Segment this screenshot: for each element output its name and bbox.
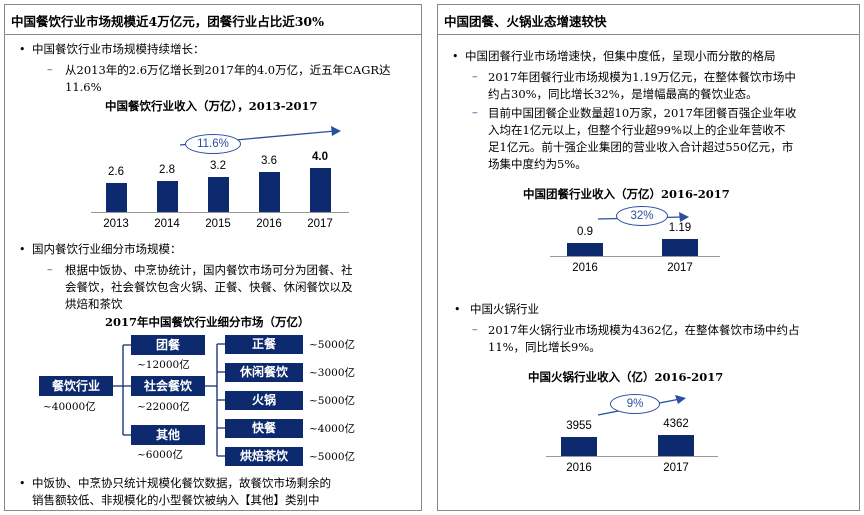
right-sub-1-line-1: 2017年团餐行业市场规模为1.19万亿元，在整体餐饮市场中: [488, 70, 796, 84]
tree-leaf-hongbei-size: ~5000亿: [309, 451, 356, 463]
bar-value-label: 2.8: [159, 164, 175, 177]
bar-value-label: 3955: [566, 419, 592, 432]
x-tick-label: 2016: [566, 462, 592, 474]
tree-leaf-huoguo: 火锅: [225, 391, 303, 410]
tree-root-size: ~40000亿: [43, 401, 96, 413]
tree-node-other-size: ~6000亿: [137, 449, 184, 461]
x-tick-label: 2014: [154, 218, 180, 230]
right-sub-2-line-3: 足1亿元。前十强企业集团的营业收入合计超过550亿元，市: [488, 140, 794, 154]
x-axis-line: [91, 212, 349, 213]
tree-leaf-zhengcan: 正餐: [225, 335, 303, 354]
right-sub-3-line-2: 11%，同比增长9%。: [488, 340, 601, 354]
bar-value-label: 4362: [663, 418, 689, 430]
left-panel-title: 中国餐饮行业市场规模近4万亿元，团餐行业占比近30%: [11, 14, 324, 29]
bullet-dot: •: [19, 477, 26, 490]
x-tick-label: 2013: [103, 218, 129, 230]
dash-marker: –: [47, 262, 53, 276]
bar-value-label: 3.6: [261, 155, 277, 168]
bullet-dot: •: [452, 50, 459, 63]
bar-value-label: 4.0: [312, 151, 328, 163]
tree-leaf-kuaican: 快餐: [225, 419, 303, 438]
right-panel-title: 中国团餐、火锅业态增速较快: [444, 14, 607, 29]
tree-leaf-kuaican-size: ~4000亿: [309, 423, 356, 435]
dash-marker: –: [472, 322, 478, 336]
x-tick-label: 2016: [256, 218, 282, 230]
bar-value-label: 2.6: [108, 166, 124, 179]
growth-rate-badge: 9%: [610, 394, 660, 414]
left-sub-2-line-3: 烘焙和茶饮: [65, 297, 123, 311]
x-tick-label: 2016: [572, 262, 598, 274]
x-tick-label: 2017: [663, 462, 689, 474]
right-sub-2-line-1: 目前中国团餐企业数量超10万家，2017年团餐百强企业年收: [488, 106, 797, 120]
left-bullet-3-line-2: 销售额较低、非规模化的小型餐饮被纳入【其他】类别中: [32, 493, 320, 507]
growth-rate-badge: 11.6%: [185, 134, 241, 154]
right-bullet-2: 中国火锅行业: [470, 302, 539, 316]
left-sub-1-line-2: 11.6%: [65, 80, 102, 94]
bar-2016: [258, 172, 280, 212]
chart3-title: 中国火锅行业收入（亿）2016-2017: [528, 370, 724, 384]
right-bullet-1: 中国团餐行业市场增速快，但集中度低，呈现小而分散的格局: [465, 49, 776, 63]
tree-node-other: 其他: [131, 425, 205, 445]
chart2-title: 中国团餐行业收入（万亿）2016-2017: [523, 187, 730, 201]
left-title-divider: [5, 34, 421, 35]
tree-node-shehui-size: ~22000亿: [137, 401, 190, 413]
bar-2013: [105, 183, 127, 212]
bar-2017: [658, 435, 694, 456]
bar-2017: [309, 168, 331, 212]
right-sub-2-line-2: 入均在1亿元以上，但整个行业超99%以上的企业年营收不: [488, 123, 786, 137]
left-sub-2-line-2: 会餐饮，社会餐饮包含火锅、正餐、快餐、休闲餐饮以及: [65, 280, 353, 294]
tree-node-shehui: 社会餐饮: [131, 376, 205, 396]
bullet-dot: •: [19, 243, 26, 256]
dash-marker: –: [47, 62, 53, 76]
bar-2014: [156, 181, 178, 212]
left-bullet-2: 国内餐饮行业细分市场规模：: [32, 242, 182, 256]
bar-2015: [207, 176, 229, 212]
growth-arrow: [597, 395, 686, 416]
right-sub-2-line-4: 场集中度约为5%。: [488, 157, 587, 171]
left-bullet-3-line-1: 中饭协、中烹协只统计规模化餐饮数据，故餐饮市场剩余的: [32, 476, 331, 490]
bar-2016: [567, 243, 603, 256]
dash-marker: –: [472, 105, 478, 119]
tree-leaf-hongbei: 烘焙茶饮: [225, 447, 303, 466]
tree-leaf-xiuxian: 休闲餐饮: [225, 363, 303, 382]
tree-root-box: 餐饮行业: [39, 376, 113, 396]
right-panel: 中国团餐、火锅业态增速较快 • 中国团餐行业市场增速快，但集中度低，呈现小而分散…: [437, 4, 860, 511]
tree-leaf-huoguo-size: ~5000亿: [309, 395, 356, 407]
chart1-title: 中国餐饮行业收入（万亿），2013-2017: [105, 99, 318, 113]
left-panel: 中国餐饮行业市场规模近4万亿元，团餐行业占比近30% • 中国餐饮行业市场规模持…: [4, 4, 422, 511]
bar-value-label: 0.9: [577, 226, 593, 239]
left-sub-2-line-1: 根据中饭协、中烹协统计，国内餐饮市场可分为团餐、社: [65, 263, 353, 277]
x-tick-label: 2017: [307, 218, 333, 230]
tree-leaf-xiuxian-size: ~3000亿: [309, 367, 356, 379]
bullet-dot: •: [454, 303, 461, 316]
x-axis-line: [546, 456, 718, 457]
bullet-dot: •: [19, 43, 26, 56]
left-sub-1-line-1: 从2013年的2.6万亿增长到2017年的4.0万亿，近五年CAGR达: [65, 63, 391, 77]
tree-connectors: [113, 343, 225, 457]
x-tick-label: 2015: [205, 218, 231, 230]
growth-rate-badge: 32%: [616, 206, 668, 226]
tree-leaf-zhengcan-size: ~5000亿: [309, 339, 356, 351]
tree-title: 2017年中国餐饮行业细分市场（万亿）: [105, 315, 310, 329]
right-title-divider: [438, 34, 859, 35]
bar-2016: [561, 436, 597, 456]
right-sub-3-line-1: 2017年火锅行业市场规模为4362亿，在整体餐饮市场中约占: [488, 323, 800, 337]
bar-2017: [662, 239, 698, 256]
left-bullet-1: 中国餐饮行业市场规模持续增长：: [32, 42, 205, 56]
tree-node-tuancan: 团餐: [131, 335, 205, 355]
x-axis-line: [550, 256, 720, 257]
bar-value-label: 1.19: [668, 222, 692, 234]
dash-marker: –: [472, 69, 478, 83]
tree-node-tuancan-size: ~12000亿: [137, 359, 190, 371]
right-sub-1-line-2: 约占30%，同比增长32%，是增幅最高的餐饮业态。: [488, 87, 758, 101]
x-tick-label: 2017: [667, 262, 693, 274]
bar-value-label: 3.2: [210, 159, 226, 172]
